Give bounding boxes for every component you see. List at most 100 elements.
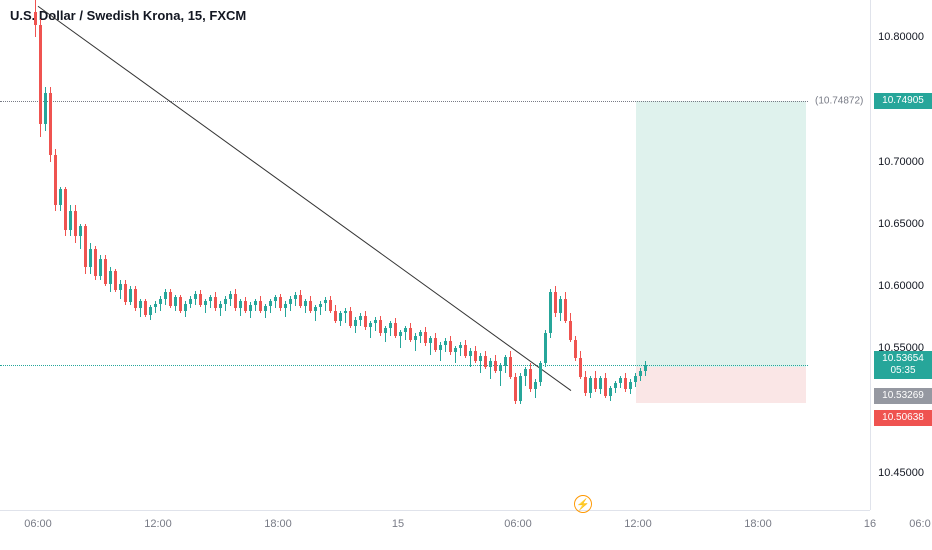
candle-body	[349, 311, 352, 326]
x-tick-label: 18:00	[744, 518, 772, 530]
candle-body	[34, 12, 37, 24]
candle-body	[59, 189, 62, 205]
price-badge[interactable]: 10.53654 05:35	[874, 351, 932, 379]
candle-body	[79, 226, 82, 236]
price-badge[interactable]: 10.74905	[874, 93, 932, 109]
candle-body	[644, 365, 647, 371]
forecast-zone[interactable]	[636, 367, 806, 403]
candle-body	[234, 294, 237, 309]
candle-body	[124, 284, 127, 303]
candle-body	[619, 378, 622, 383]
candle-body	[324, 300, 327, 304]
candle-body	[604, 378, 607, 395]
price-badge[interactable]: 10.50638	[874, 410, 932, 426]
chart-plot-area[interactable]: (10.74872)	[0, 0, 870, 510]
candle-body	[109, 271, 112, 283]
candle-body	[459, 345, 462, 349]
candle-body	[249, 305, 252, 311]
price-line[interactable]	[0, 365, 808, 366]
candle-body	[424, 332, 427, 343]
candle-body	[434, 338, 437, 349]
candle-body	[519, 376, 522, 401]
candle-body	[314, 307, 317, 311]
candle-body	[614, 383, 617, 388]
candle-body	[129, 289, 132, 303]
x-tick-label: 12:00	[144, 518, 172, 530]
candle-body	[164, 292, 167, 298]
price-axis[interactable]: 10.8000010.7000010.6500010.6000010.55000…	[870, 0, 932, 510]
candle-body	[239, 301, 242, 308]
candle-body	[319, 304, 322, 308]
candle-body	[579, 358, 582, 377]
candle-body	[534, 382, 537, 389]
candle-body	[309, 301, 312, 311]
candle-body	[154, 304, 157, 308]
x-tick-label: 18:00	[264, 518, 292, 530]
candle-body	[494, 361, 497, 371]
candle-body	[89, 249, 92, 268]
candle-body	[344, 311, 347, 313]
candle-body	[504, 357, 507, 366]
candle-body	[374, 320, 377, 324]
candle-body	[229, 294, 232, 299]
candle-body	[299, 295, 302, 306]
candle-body	[509, 357, 512, 377]
candle-body	[224, 299, 227, 304]
candle-body	[554, 292, 557, 313]
candle-body	[99, 259, 102, 276]
candle-body	[159, 299, 162, 304]
candle-body	[149, 307, 152, 314]
candle-body	[484, 356, 487, 367]
x-tick-label: 16	[864, 518, 876, 530]
price-line[interactable]	[0, 101, 808, 102]
forecast-zone[interactable]	[636, 101, 806, 367]
candle-body	[564, 299, 567, 321]
candle-body	[409, 328, 412, 339]
candle-body	[439, 345, 442, 350]
candle-body	[329, 300, 332, 311]
time-axis[interactable]: 06:0012:0018:001506:0012:0018:001606:0	[0, 510, 870, 550]
candle-body	[214, 297, 217, 308]
candle-body	[419, 332, 422, 336]
price-badge[interactable]: 10.53269	[874, 388, 932, 404]
candle-body	[64, 189, 67, 230]
candle-body	[334, 311, 337, 321]
candle-body	[369, 323, 372, 327]
candle-body	[304, 301, 307, 306]
candle-body	[499, 366, 502, 371]
candle-body	[529, 369, 532, 389]
candle-body	[359, 316, 362, 320]
y-tick-label: 10.60000	[878, 280, 924, 292]
candle-body	[524, 369, 527, 375]
candle-body	[489, 361, 492, 367]
candle-body	[399, 332, 402, 336]
candle-body	[464, 345, 467, 356]
candle-body	[184, 304, 187, 311]
candle-body	[629, 382, 632, 389]
y-tick-label: 10.45000	[878, 467, 924, 479]
candle-body	[354, 320, 357, 326]
x-tick-label: 06:0	[909, 518, 930, 530]
candle-body	[69, 211, 72, 230]
candle-body	[569, 321, 572, 340]
candle-body	[209, 297, 212, 301]
candle-body	[169, 292, 172, 306]
candle-body	[559, 299, 562, 314]
candle-body	[174, 297, 177, 306]
candle-body	[339, 313, 342, 320]
candle-body	[474, 351, 477, 361]
candle-body	[189, 299, 192, 304]
candle-body	[574, 340, 577, 359]
candle-body	[549, 292, 552, 333]
candle-body	[454, 348, 457, 352]
candle-body	[114, 271, 117, 290]
candle-body	[384, 328, 387, 333]
x-tick-label: 06:00	[24, 518, 52, 530]
candle-body	[134, 289, 137, 309]
lightning-icon[interactable]: ⚡	[574, 495, 592, 513]
candle-body	[539, 363, 542, 382]
candle-body	[514, 377, 517, 401]
candle-body	[39, 25, 42, 125]
candle-body	[639, 371, 642, 376]
candle-body	[444, 341, 447, 345]
